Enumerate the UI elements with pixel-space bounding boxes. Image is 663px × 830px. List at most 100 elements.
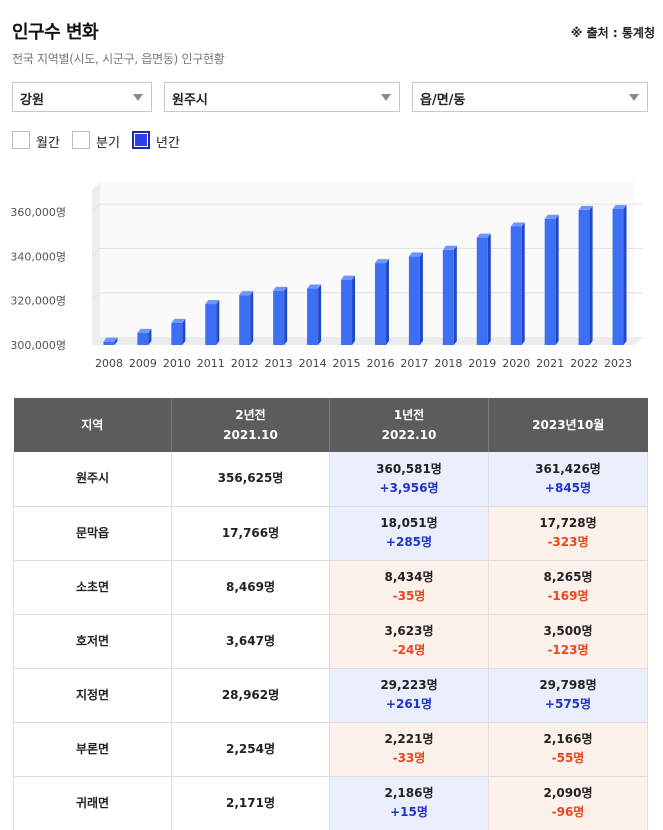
current-delta: -169명	[547, 589, 589, 603]
two-years-ago-cell: 17,766명	[171, 506, 330, 561]
header-one-year-ago-date: 2022.10	[381, 428, 437, 442]
two-years-ago-cell: 2,171명	[171, 776, 330, 830]
x-tick-label: 2008	[95, 357, 123, 370]
one-year-ago-value: 2,221명	[384, 732, 434, 746]
town-select[interactable]: 읍/면/동	[412, 82, 648, 112]
current-value: 3,500명	[543, 624, 593, 638]
two-years-ago-value: 2,254명	[226, 741, 275, 756]
chart-bar-top	[103, 337, 118, 342]
region-cell: 귀래면	[13, 776, 172, 830]
header-one-year-ago-label: 1년전	[393, 408, 425, 422]
region-selects: 강원 원주시 읍/면/동	[12, 82, 648, 112]
table-row: 귀래면 2,171명 2,186명 +15명 2,090명 -96명	[13, 776, 648, 830]
city-select[interactable]: 원주시	[164, 82, 400, 112]
page-title: 인구수 변화	[12, 22, 99, 43]
current-value: 17,728명	[539, 516, 597, 530]
region-cell: 원주시	[13, 452, 172, 507]
current-cell: 361,426명 +845명	[488, 452, 648, 507]
region-name: 소초면	[75, 579, 110, 594]
y-tick-label: 340,000명	[10, 250, 66, 263]
population-table: 지역 2년전 2021.10 1년전 2022.10 2023년10월 원주시 356…	[13, 398, 648, 830]
x-tick-label: 2014	[299, 357, 327, 370]
chart-bar-side	[487, 233, 491, 345]
chart-bar-top	[307, 284, 322, 289]
chart-bar	[103, 341, 115, 345]
chart-bar-top	[374, 259, 389, 264]
region-name: 귀래면	[75, 795, 110, 810]
chart-bar	[239, 295, 251, 345]
current-delta: +845명	[544, 480, 592, 495]
x-tick-label: 2022	[570, 357, 598, 370]
one-year-ago-value: 360,581명	[376, 461, 442, 476]
chart-bar-top	[205, 300, 220, 305]
chevron-down-icon	[133, 94, 143, 101]
province-select[interactable]: 강원	[12, 82, 152, 112]
one-year-ago-delta: +15명	[390, 805, 428, 819]
table-row: 문막읍 17,766명 18,051명 +285명 17,728명 -323명	[13, 506, 648, 561]
chart-bar	[137, 332, 149, 345]
chevron-down-icon	[381, 94, 391, 101]
chart-bar-top	[137, 328, 152, 333]
one-year-ago-delta: -35명	[392, 589, 426, 603]
chart-bar-top	[341, 275, 356, 280]
region-name: 호저면	[75, 633, 110, 648]
one-year-ago-cell: 2,186명 +15명	[329, 776, 489, 830]
source-note: ※ 출처 : 통계청	[570, 26, 655, 40]
one-year-ago-value: 29,223명	[380, 678, 438, 692]
checkbox-icon[interactable]	[72, 131, 90, 149]
x-tick-label: 2021	[536, 357, 564, 370]
x-tick-label: 2020	[502, 357, 530, 370]
header: 인구수 변화 ※ 출처 : 통계청 전국 지역별(시도, 시군구, 읍면동) 인…	[12, 14, 655, 74]
one-year-ago-value: 18,051명	[380, 516, 438, 530]
chart-bar-side	[318, 284, 322, 345]
chart-bar	[442, 249, 454, 345]
two-years-ago-value: 8,469명	[226, 579, 275, 594]
one-year-ago-cell: 8,434명 -35명	[329, 560, 489, 615]
chart-bar-side	[555, 214, 559, 345]
current-delta: -123명	[547, 643, 589, 657]
two-years-ago-value: 17,766명	[221, 525, 280, 540]
chart-bar-top	[239, 291, 254, 296]
header-two-years-ago: 2년전 2021.10	[171, 398, 330, 452]
population-chart-svg: 300,000명 320,000명 340,000명 360,000명 2008 2009…	[10, 182, 643, 370]
header-current-label: 2023년10월	[532, 418, 605, 432]
table-body: 원주시 356,625명 360,581명 +3,956명 361,426명 +845명 문…	[13, 452, 648, 830]
header-one-year-ago: 1년전 2022.10	[329, 398, 489, 452]
region-cell: 부론면	[13, 722, 172, 777]
region-name: 부론면	[75, 741, 110, 756]
chart-bar-top	[578, 205, 593, 210]
current-cell: 17,728명 -323명	[488, 506, 648, 561]
one-year-ago-cell: 18,051명 +285명	[329, 506, 489, 561]
one-year-ago-delta: -33명	[392, 751, 426, 765]
one-year-ago-value: 8,434명	[384, 570, 434, 584]
chart-bar	[510, 226, 522, 345]
two-years-ago-cell: 8,469명	[171, 560, 330, 615]
chart-bar-top	[171, 318, 186, 323]
chart-bar-side	[419, 252, 423, 345]
chart-gridline	[91, 292, 101, 302]
current-value: 29,798명	[539, 678, 597, 692]
current-value: 361,426명	[535, 461, 601, 476]
table-row: 호저면 3,647명 3,623명 -24명 3,500명 -123명	[13, 614, 648, 669]
one-year-ago-delta: -24명	[392, 643, 426, 657]
current-value: 2,166명	[543, 732, 593, 746]
x-tick-label: 2015	[333, 357, 361, 370]
chart-bar	[544, 218, 556, 345]
y-tick-label: 300,000명	[10, 339, 66, 352]
x-tick-label: 2017	[400, 357, 428, 370]
region-name: 문막읍	[75, 525, 110, 540]
two-years-ago-value: 3,647명	[226, 633, 275, 648]
town-select-value: 읍/면/동	[420, 93, 466, 108]
region-name: 원주시	[75, 471, 110, 486]
one-year-ago-cell: 29,223명 +261명	[329, 668, 489, 723]
chart-bar	[476, 237, 488, 345]
one-year-ago-delta: +261명	[385, 697, 433, 711]
period-monthly-label: 월간	[36, 136, 60, 151]
chart-bar-top	[476, 233, 491, 238]
chart-bar-side	[453, 245, 457, 345]
table-row: 원주시 356,625명 360,581명 +3,956명 361,426명 +845명	[13, 452, 648, 507]
checkbox-icon[interactable]	[132, 131, 150, 149]
chart-bar-side	[284, 286, 288, 345]
one-year-ago-value: 3,623명	[384, 624, 434, 638]
checkbox-icon[interactable]	[12, 131, 30, 149]
